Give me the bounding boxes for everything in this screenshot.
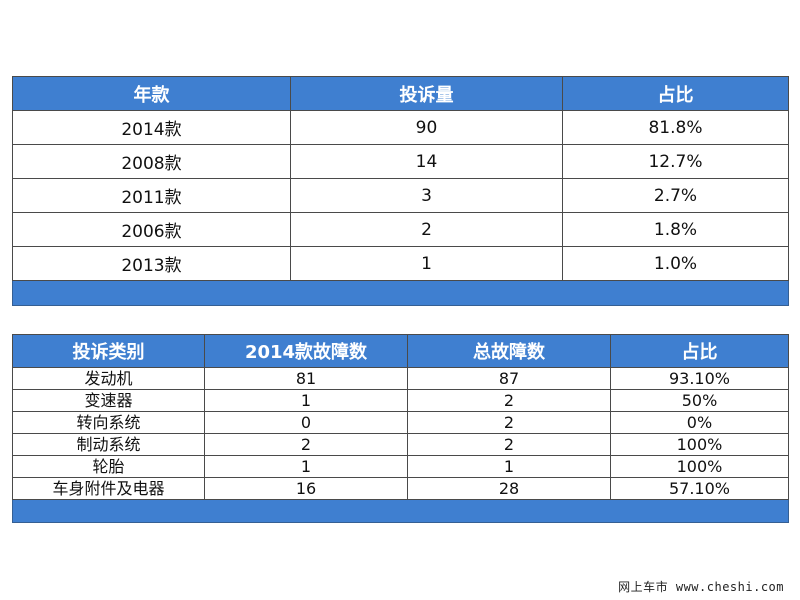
cell-share: 12.7% [562, 144, 789, 179]
cell-model-year: 2006款 [12, 212, 291, 247]
table-row: 2011款 3 2.7% [12, 178, 789, 213]
cell-total-faults: 2 [407, 389, 611, 412]
header-2014-faults: 2014款故障数 [204, 334, 408, 368]
table-footer-bar [12, 280, 789, 306]
cell-model-year: 2008款 [12, 144, 291, 179]
cell-model-year: 2011款 [12, 178, 291, 213]
footer-bar [12, 280, 789, 306]
cell-share: 100% [610, 433, 789, 456]
cell-category: 车身附件及电器 [12, 477, 205, 500]
complaints-by-model-year-table: 年款 投诉量 占比 2014款 90 81.8% 2008款 14 12.7% … [12, 76, 789, 306]
cell-2014-faults: 1 [204, 455, 408, 478]
table-header-row: 年款 投诉量 占比 [12, 76, 789, 111]
cell-model-year: 2014款 [12, 110, 291, 145]
cell-model-year: 2013款 [12, 246, 291, 281]
table-row: 2014款 90 81.8% [12, 110, 789, 145]
cell-2014-faults: 2 [204, 433, 408, 456]
cell-complaint-count: 14 [290, 144, 563, 179]
cell-share: 50% [610, 389, 789, 412]
complaints-by-category-table: 投诉类别 2014款故障数 总故障数 占比 发动机 81 87 93.10% 变… [12, 334, 789, 523]
header-share: 占比 [562, 76, 789, 111]
table-footer-bar [12, 499, 789, 523]
cell-share: 93.10% [610, 367, 789, 390]
cell-total-faults: 28 [407, 477, 611, 500]
cell-category: 发动机 [12, 367, 205, 390]
cell-2014-faults: 16 [204, 477, 408, 500]
cell-category: 制动系统 [12, 433, 205, 456]
cell-share: 81.8% [562, 110, 789, 145]
table-row: 发动机 81 87 93.10% [12, 367, 789, 390]
cell-total-faults: 2 [407, 411, 611, 434]
cell-share: 1.0% [562, 246, 789, 281]
header-complaint-count: 投诉量 [290, 76, 563, 111]
header-category: 投诉类别 [12, 334, 205, 368]
cell-category: 变速器 [12, 389, 205, 412]
cell-complaint-count: 90 [290, 110, 563, 145]
header-model-year: 年款 [12, 76, 291, 111]
header-total-faults: 总故障数 [407, 334, 611, 368]
table-row: 转向系统 0 2 0% [12, 411, 789, 434]
cell-2014-faults: 1 [204, 389, 408, 412]
cell-total-faults: 2 [407, 433, 611, 456]
table-row: 2006款 2 1.8% [12, 212, 789, 247]
cell-share: 2.7% [562, 178, 789, 213]
table-row: 车身附件及电器 16 28 57.10% [12, 477, 789, 500]
cell-category: 转向系统 [12, 411, 205, 434]
cell-share: 57.10% [610, 477, 789, 500]
cell-total-faults: 87 [407, 367, 611, 390]
cell-2014-faults: 0 [204, 411, 408, 434]
table-header-row: 投诉类别 2014款故障数 总故障数 占比 [12, 334, 789, 368]
cell-2014-faults: 81 [204, 367, 408, 390]
site-watermark: 网上车市 www.cheshi.com [618, 580, 784, 594]
table-row: 2008款 14 12.7% [12, 144, 789, 179]
cell-total-faults: 1 [407, 455, 611, 478]
header-share: 占比 [610, 334, 789, 368]
footer-bar [12, 499, 789, 523]
cell-complaint-count: 1 [290, 246, 563, 281]
table-row: 2013款 1 1.0% [12, 246, 789, 281]
cell-share: 0% [610, 411, 789, 434]
cell-complaint-count: 2 [290, 212, 563, 247]
cell-complaint-count: 3 [290, 178, 563, 213]
table-row: 变速器 1 2 50% [12, 389, 789, 412]
cell-category: 轮胎 [12, 455, 205, 478]
table-row: 制动系统 2 2 100% [12, 433, 789, 456]
cell-share: 100% [610, 455, 789, 478]
cell-share: 1.8% [562, 212, 789, 247]
table-row: 轮胎 1 1 100% [12, 455, 789, 478]
